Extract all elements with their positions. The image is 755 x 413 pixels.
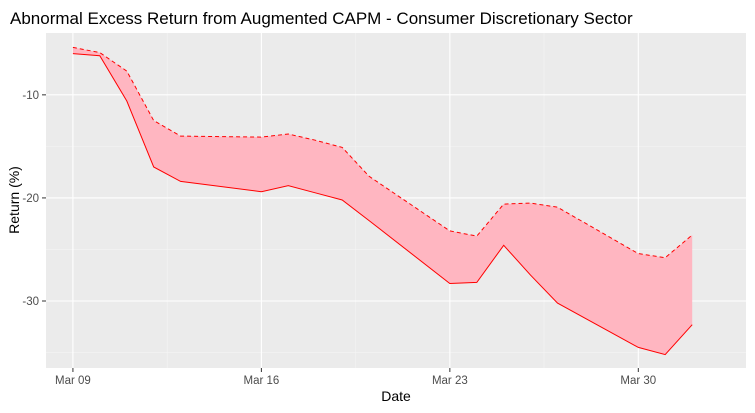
- grid-layer: [46, 33, 746, 368]
- chart-title: Abnormal Excess Return from Augmented CA…: [10, 9, 633, 28]
- ribbon-area: [72, 47, 693, 355]
- x-tick-label: Mar 16: [243, 375, 279, 387]
- y-tick-label: -20: [22, 193, 39, 205]
- area-layer: [72, 46, 693, 356]
- y-tick-label: -10: [22, 90, 39, 102]
- x-tick-label: Mar 09: [55, 375, 91, 387]
- x-axis-title: Date: [381, 388, 411, 404]
- y-axis: -10 -20 -30: [22, 90, 46, 308]
- x-axis: Mar 09 Mar 16 Mar 23 Mar 30: [55, 368, 656, 387]
- x-tick-label: Mar 23: [432, 375, 468, 387]
- upper-bound-line: [72, 46, 693, 259]
- y-tick-label: -30: [22, 296, 39, 308]
- x-tick-label: Mar 30: [620, 375, 656, 387]
- lower-bound-line: [72, 53, 693, 356]
- y-axis-title: Return (%): [6, 166, 22, 234]
